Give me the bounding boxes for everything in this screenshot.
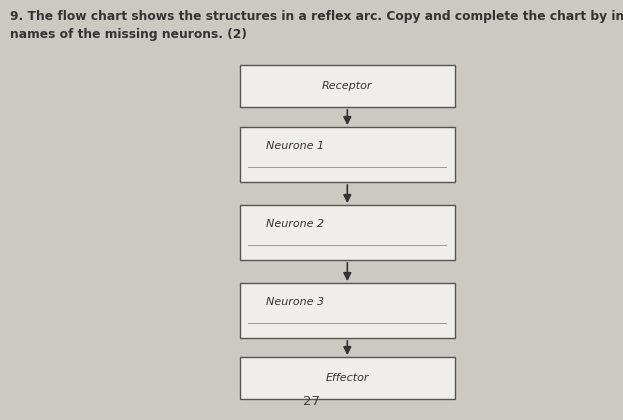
Bar: [240, 127, 455, 182]
Text: 9. The flow chart shows the structures in a reflex arc. Copy and complete the ch: 9. The flow chart shows the structures i…: [10, 10, 623, 23]
Bar: [240, 283, 455, 338]
Text: Neurone 3: Neurone 3: [265, 297, 324, 307]
Text: 27: 27: [303, 395, 320, 408]
Bar: [240, 65, 455, 107]
Text: Effector: Effector: [326, 373, 369, 383]
Bar: [240, 357, 455, 399]
Text: names of the missing neurons. (2): names of the missing neurons. (2): [10, 28, 247, 41]
Text: Receptor: Receptor: [322, 81, 373, 91]
Text: Neurone 2: Neurone 2: [265, 219, 324, 229]
Bar: [240, 205, 455, 260]
Text: Neurone 1: Neurone 1: [265, 141, 324, 151]
